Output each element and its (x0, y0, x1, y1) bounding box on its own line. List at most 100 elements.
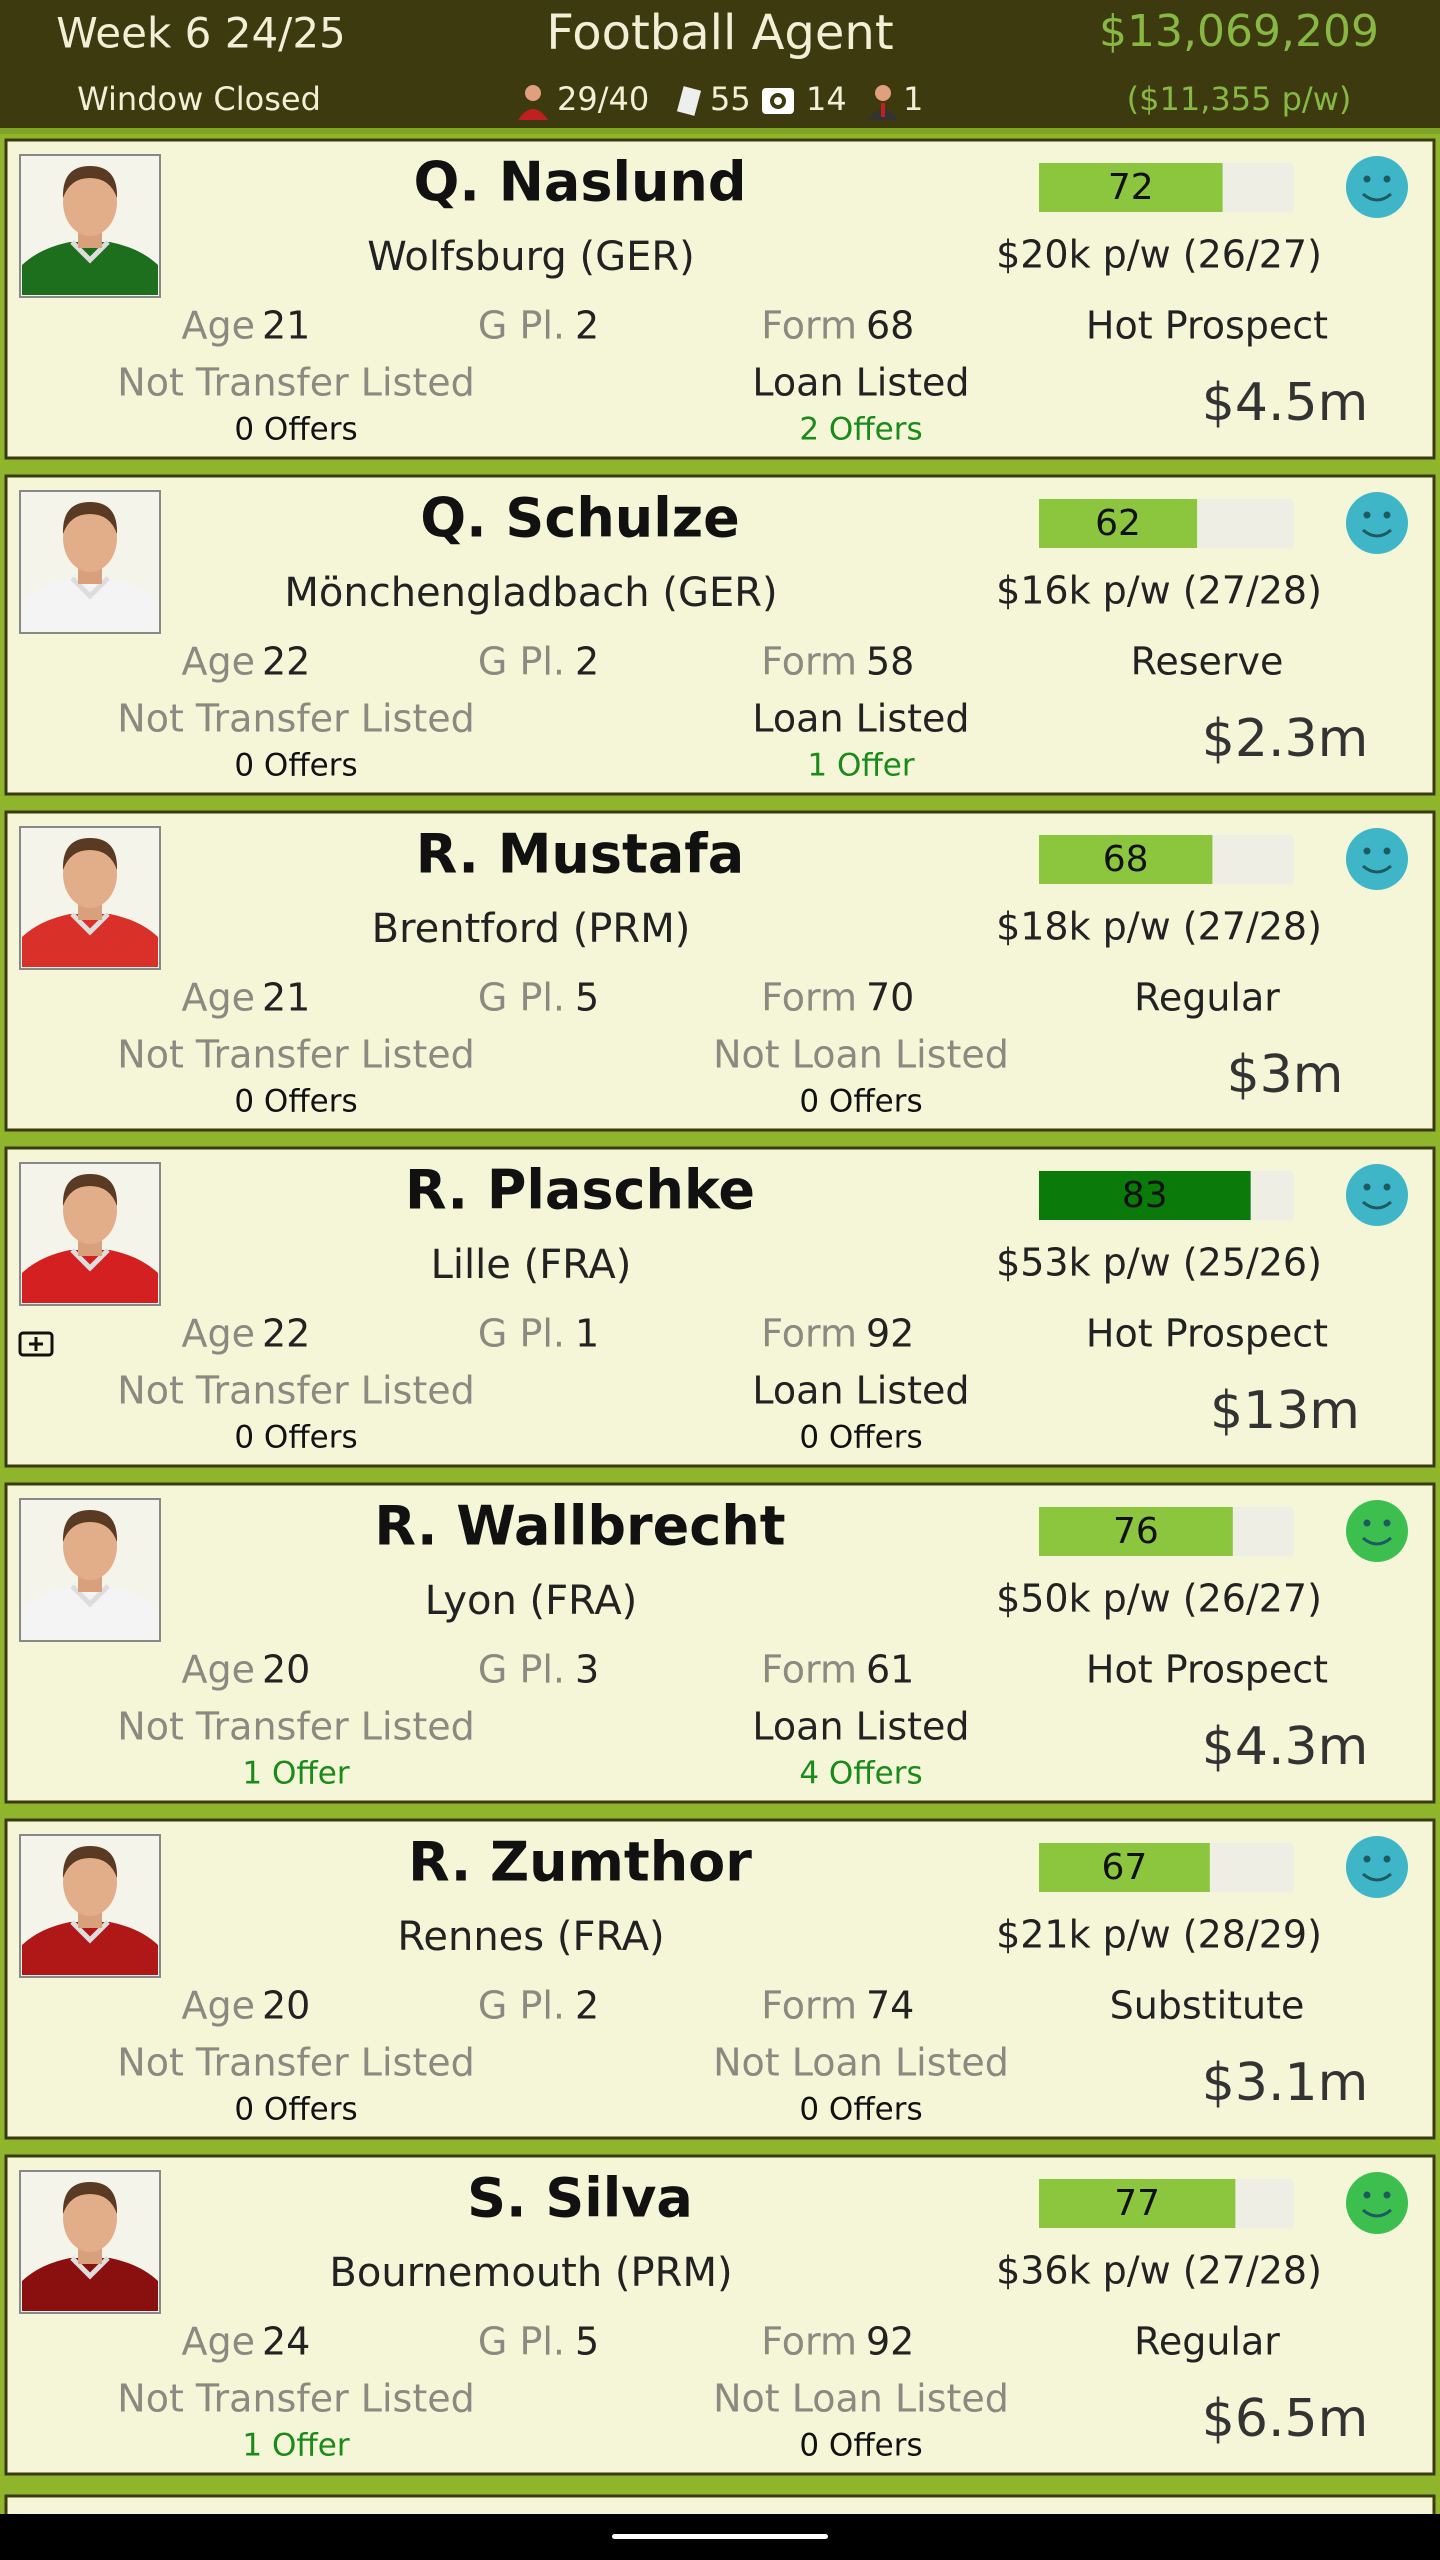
mouth (1362, 1200, 1392, 1210)
head (63, 2184, 117, 2252)
player-card[interactable]: R. Wallbrecht Lyon (FRA) Age 20 G Pl. 3 Form 61… (4, 1482, 1436, 1804)
stat: 5 (575, 2320, 599, 2364)
club: Rennes (FRA) (397, 1914, 664, 1960)
club: Brentford (PRM) (372, 906, 691, 952)
rating-bar (1039, 2179, 1236, 2228)
scouts-count: 14 (806, 80, 847, 118)
avatar (19, 1834, 161, 1978)
rating-value: 76 (1113, 1511, 1159, 1552)
stat: Age (182, 640, 256, 684)
face (1346, 156, 1408, 218)
head (63, 1176, 117, 1244)
eye (1363, 1183, 1371, 1191)
stat: Form (761, 1984, 857, 2028)
eye (1363, 1855, 1371, 1863)
injury-box (18, 1331, 54, 1357)
rating-bar (1039, 163, 1223, 212)
eye (1383, 1183, 1391, 1191)
loan-offers: 0 Offers (799, 2428, 922, 2464)
transfer-offers: 0 Offers (234, 412, 357, 448)
mouth (1362, 2208, 1392, 2218)
stat: 22 (262, 640, 310, 684)
stat: 2 (575, 1984, 599, 2028)
stat: G Pl. (478, 304, 565, 348)
face (1346, 1500, 1408, 1562)
role: Hot Prospect (1086, 304, 1328, 348)
player-name: R. Zumthor (408, 1831, 752, 1894)
stat: 2 (575, 304, 599, 348)
header-border (0, 128, 1440, 134)
stat: Form (761, 1312, 857, 1356)
loan-offers: 1 Offer (807, 748, 914, 784)
role: Hot Prospect (1086, 1648, 1328, 1692)
market-value: $13m (1210, 1381, 1360, 1441)
player-card[interactable]: S. Silva Bournemouth (PRM) Age 24 G Pl. 5 Form… (4, 2154, 1436, 2476)
reports-count: 55 (710, 80, 751, 118)
stat: 20 (262, 1648, 310, 1692)
transfer-status: Not Transfer Listed (117, 1033, 474, 1077)
market-value: $3m (1227, 1045, 1344, 1105)
eye (1383, 1855, 1391, 1863)
head (63, 168, 117, 236)
mouth (1362, 1872, 1392, 1882)
stat: G Pl. (478, 2320, 565, 2364)
rating-bar (1039, 1843, 1210, 1892)
face (1346, 2172, 1408, 2234)
player-name: R. Plaschke (405, 1159, 755, 1222)
transfer-status: Not Transfer Listed (117, 1705, 474, 1749)
loan-status: Loan Listed (752, 697, 969, 741)
eye (1383, 175, 1391, 183)
stat: Form (761, 2320, 857, 2364)
club: Lyon (FRA) (425, 1578, 638, 1624)
loan-status: Loan Listed (752, 361, 969, 405)
eye (1363, 175, 1371, 183)
eye (1363, 847, 1371, 855)
balance: $13,069,209 (1099, 6, 1379, 57)
stat: Form (761, 1648, 857, 1692)
home-indicator (612, 2534, 828, 2539)
club: Mönchengladbach (GER) (284, 570, 777, 616)
avatar (19, 154, 161, 298)
stat: G Pl. (478, 640, 565, 684)
transfer-status: Not Transfer Listed (117, 1369, 474, 1413)
player-name: Q. Naslund (413, 151, 746, 214)
wage: $36k p/w (27/28) (996, 2249, 1322, 2293)
stat: 24 (262, 2320, 310, 2364)
squad-count: 29/40 (557, 80, 649, 118)
avatar (19, 490, 161, 634)
player-card[interactable]: R. Plaschke Lille (FRA) Age 22 G Pl. 1 Form 92 H… (4, 1146, 1436, 1468)
player-name: R. Mustafa (416, 823, 744, 886)
player-card[interactable]: R. Mustafa Brentford (PRM) Age 21 G Pl. 5 Form… (4, 810, 1436, 1132)
mood-icon (1346, 1500, 1408, 1562)
stat: Age (182, 976, 256, 1020)
mood-icon (1346, 2172, 1408, 2234)
stat: 20 (262, 1984, 310, 2028)
stat: Form (761, 304, 857, 348)
hair (62, 1174, 118, 1206)
mouth (1362, 1536, 1392, 1546)
wage: $20k p/w (26/27) (996, 233, 1322, 277)
hair (62, 1846, 118, 1878)
market-value: $6.5m (1202, 2389, 1368, 2449)
rating-bar (1039, 1171, 1251, 1220)
face (1346, 492, 1408, 554)
app-title: Football Agent (546, 5, 893, 61)
player-card[interactable]: R. Zumthor Rennes (FRA) Age 20 G Pl. 2 Form 74 S… (4, 1818, 1436, 2140)
stat: 22 (262, 1312, 310, 1356)
club: Bournemouth (PRM) (329, 2250, 732, 2296)
stat: Form (761, 640, 857, 684)
stat: 58 (866, 640, 914, 684)
player-card[interactable]: Q. Naslund Wolfsburg (GER) Age 21 G Pl. 2 Form… (4, 138, 1436, 460)
player-card[interactable]: Q. Schulze Mönchengladbach (GER) Age 22 G Pl… (4, 474, 1436, 796)
shirt (22, 1250, 158, 1303)
hair (62, 2182, 118, 2214)
mood-icon (1346, 828, 1408, 890)
player-name: Q. Schulze (420, 487, 740, 550)
stat: 70 (866, 976, 914, 1020)
transfer-status: Not Transfer Listed (117, 697, 474, 741)
eye (1363, 1519, 1371, 1527)
role: Reserve (1131, 640, 1284, 684)
stat: Age (182, 1648, 256, 1692)
stat: 74 (866, 1984, 914, 2028)
